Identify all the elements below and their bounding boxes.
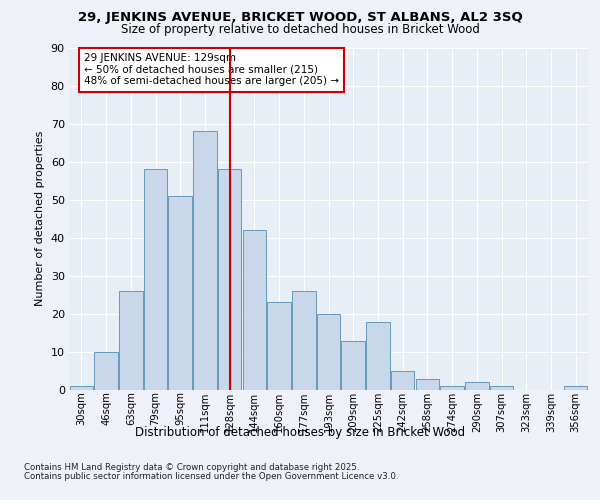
Text: Contains public sector information licensed under the Open Government Licence v3: Contains public sector information licen… xyxy=(24,472,398,481)
Bar xyxy=(144,170,167,390)
Y-axis label: Number of detached properties: Number of detached properties xyxy=(35,131,45,306)
Bar xyxy=(268,302,291,390)
Bar xyxy=(70,386,93,390)
Bar xyxy=(465,382,488,390)
Bar xyxy=(564,386,587,390)
Bar xyxy=(193,131,217,390)
Bar xyxy=(366,322,389,390)
Bar xyxy=(317,314,340,390)
Bar xyxy=(119,291,143,390)
Text: 29 JENKINS AVENUE: 129sqm
← 50% of detached houses are smaller (215)
48% of semi: 29 JENKINS AVENUE: 129sqm ← 50% of detac… xyxy=(84,53,339,86)
Text: Size of property relative to detached houses in Bricket Wood: Size of property relative to detached ho… xyxy=(121,22,479,36)
Bar xyxy=(218,170,241,390)
Bar xyxy=(490,386,513,390)
Bar xyxy=(416,378,439,390)
Bar xyxy=(94,352,118,390)
Bar xyxy=(341,340,365,390)
Text: Contains HM Land Registry data © Crown copyright and database right 2025.: Contains HM Land Registry data © Crown c… xyxy=(24,464,359,472)
Bar xyxy=(391,371,415,390)
Bar xyxy=(242,230,266,390)
Bar xyxy=(440,386,464,390)
Text: Distribution of detached houses by size in Bricket Wood: Distribution of detached houses by size … xyxy=(135,426,465,439)
Text: 29, JENKINS AVENUE, BRICKET WOOD, ST ALBANS, AL2 3SQ: 29, JENKINS AVENUE, BRICKET WOOD, ST ALB… xyxy=(77,11,523,24)
Bar xyxy=(169,196,192,390)
Bar xyxy=(292,291,316,390)
